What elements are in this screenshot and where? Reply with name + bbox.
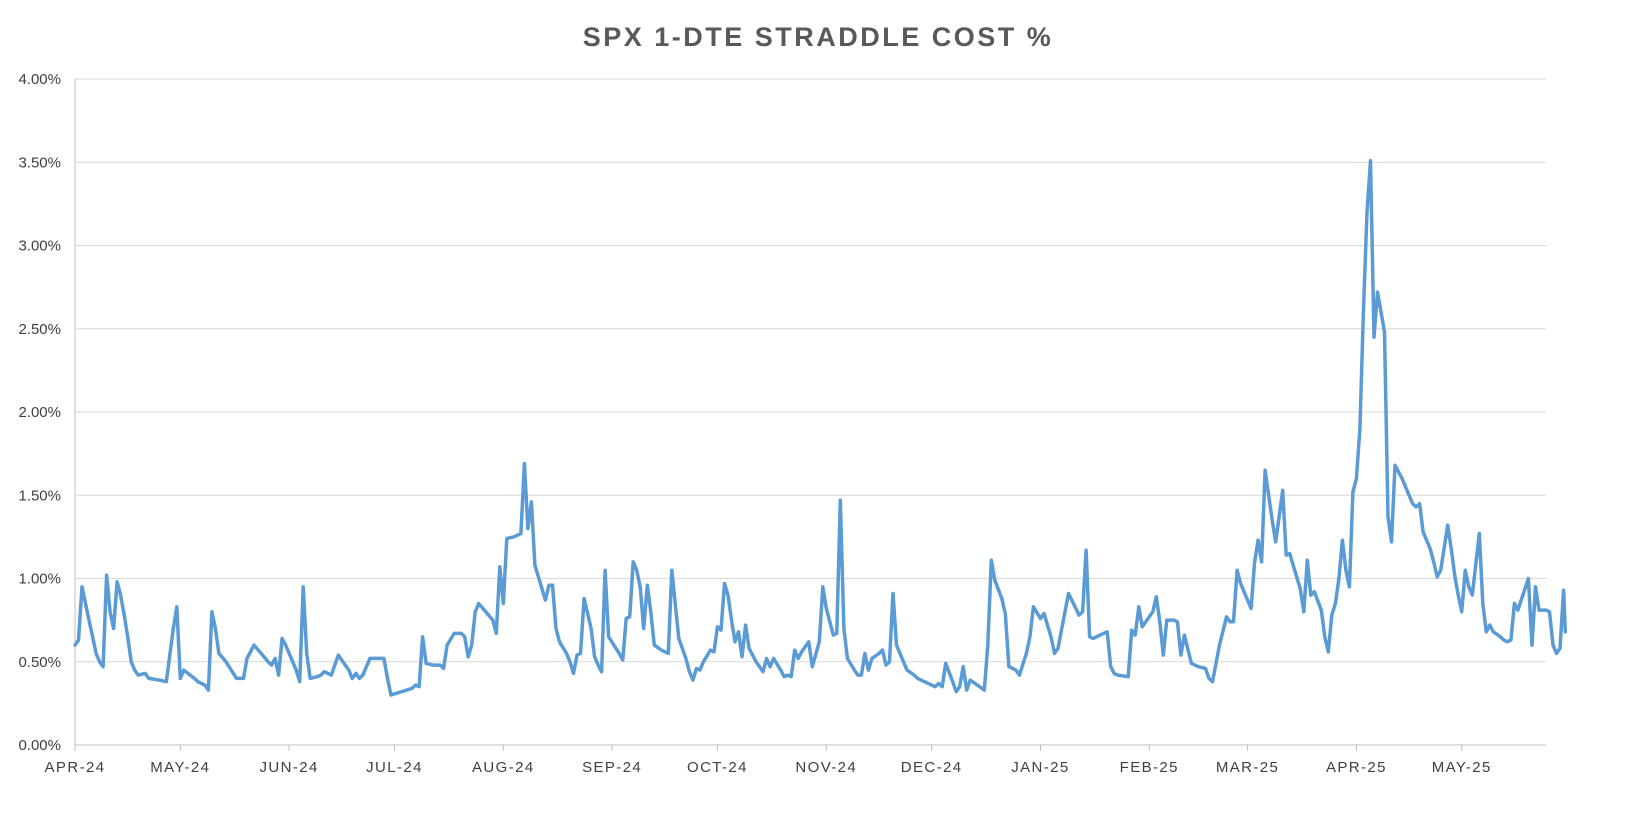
x-tick-label: SEP-24 bbox=[582, 759, 642, 776]
chart-title: SPX 1-DTE STRADDLE COST % bbox=[583, 22, 1054, 52]
y-tick-label: 0.50% bbox=[18, 654, 61, 671]
x-tick-label: JUL-24 bbox=[366, 759, 423, 776]
grid-lines bbox=[75, 78, 1546, 663]
x-tick-label: OCT-24 bbox=[687, 759, 748, 776]
x-tick-label: MAY-25 bbox=[1432, 759, 1492, 776]
y-tick-label: 3.00% bbox=[18, 238, 61, 255]
series-layer bbox=[73, 158, 1568, 697]
y-axis-tick-labels: 0.00% 0.50% 1.00% 1.50% 2.00% 2.50% 3.00% 3.50%… bbox=[18, 71, 61, 754]
x-tick-label: MAR-25 bbox=[1216, 759, 1279, 776]
y-tick-label: 3.50% bbox=[18, 154, 61, 171]
x-tick-label: JUN-24 bbox=[260, 759, 319, 776]
x-tick-label: NOV-24 bbox=[795, 759, 857, 776]
x-tick-label: DEC-24 bbox=[901, 759, 963, 776]
x-tick-label: MAY-24 bbox=[150, 759, 210, 776]
x-tick-label: FEB-25 bbox=[1120, 759, 1179, 776]
axes bbox=[74, 79, 1546, 751]
y-tick-label: 2.00% bbox=[18, 404, 61, 421]
x-axis-tick-labels: APR-24 MAY-24 JUN-24 JUL-24 AUG-24 SEP-24 OCT-… bbox=[45, 759, 1492, 776]
series-line bbox=[73, 158, 1568, 697]
y-tick-label: 0.00% bbox=[18, 737, 61, 754]
y-tick-label: 2.50% bbox=[18, 321, 61, 338]
x-tick-label: APR-24 bbox=[45, 759, 106, 776]
x-tick-label: AUG-24 bbox=[472, 759, 535, 776]
y-tick-label: 1.50% bbox=[18, 487, 61, 504]
y-tick-label: 4.00% bbox=[18, 71, 61, 88]
y-tick-label: 1.00% bbox=[18, 571, 61, 588]
x-tick-label: APR-25 bbox=[1326, 759, 1387, 776]
x-tick-label: JAN-25 bbox=[1011, 759, 1069, 776]
